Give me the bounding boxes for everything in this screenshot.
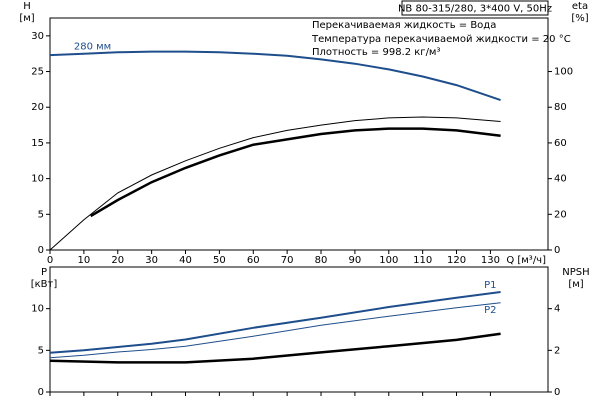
y2-axis-unit: [м] — [568, 279, 583, 290]
info-text: Температура перекачиваемой жидкости = 20… — [311, 34, 571, 45]
y-tick-label: 15 — [31, 138, 44, 149]
y-tick-label: 20 — [31, 102, 44, 113]
x-tick-label: 0 — [47, 255, 53, 266]
model-box — [401, 0, 549, 16]
series-line — [49, 116, 501, 251]
y-tick-label: 25 — [31, 67, 44, 78]
y2-tick-label: 20 — [554, 209, 567, 220]
series-label: P2 — [484, 305, 496, 316]
y-axis-unit: [кВт] — [31, 279, 58, 290]
y2-tick-label: 80 — [554, 102, 567, 113]
y2-tick-label: 40 — [554, 174, 567, 185]
series-label: P1 — [484, 280, 496, 291]
plot-frame — [49, 17, 549, 251]
y-tick-label: 10 — [31, 304, 44, 315]
x-tick-label: 100 — [379, 255, 398, 266]
x-axis-label: Q [м³/ч] — [506, 255, 546, 266]
y2-axis-label: NPSH — [562, 267, 589, 278]
y-tick-label: 5 — [38, 209, 44, 220]
y-axis-label: H — [23, 1, 31, 12]
series-line — [49, 291, 501, 354]
y2-tick-label: 0 — [554, 387, 560, 398]
x-tick-label: 70 — [281, 255, 294, 266]
y-tick-label: 0 — [38, 245, 44, 256]
y-tick-label: 10 — [31, 174, 44, 185]
x-tick-label: 110 — [413, 255, 432, 266]
plot-frame — [49, 266, 549, 393]
y2-tick-label: 4 — [554, 304, 560, 315]
x-tick-label: 40 — [179, 255, 192, 266]
y2-axis-unit: [%] — [571, 13, 588, 24]
info-text: Перекачиваемая жидкость = Вода — [312, 20, 496, 31]
chart-title: NB 80-315/280, 3*400 V, 50Hz — [398, 4, 552, 15]
y-axis-unit: [м] — [19, 13, 34, 24]
series-line — [49, 332, 501, 364]
x-tick-label: 50 — [213, 255, 226, 266]
y-tick-label: 30 — [31, 31, 44, 42]
x-tick-label: 10 — [78, 255, 91, 266]
series-line — [49, 302, 501, 359]
x-tick-label: 90 — [349, 255, 362, 266]
series-line — [90, 127, 501, 218]
x-tick-label: 20 — [111, 255, 124, 266]
series-label: 280 мм — [74, 42, 111, 53]
y-tick-label: 5 — [38, 345, 44, 356]
series-line — [49, 50, 501, 102]
y-tick-label: 0 — [38, 387, 44, 398]
x-tick-label: 30 — [145, 255, 158, 266]
y2-tick-label: 0 — [554, 245, 560, 256]
x-tick-label: 80 — [315, 255, 328, 266]
y2-tick-label: 60 — [554, 138, 567, 149]
x-tick-label: 120 — [447, 255, 466, 266]
y-axis-label: P — [41, 267, 47, 278]
y2-axis-label: eta — [572, 1, 588, 12]
y2-tick-label: 100 — [554, 67, 573, 78]
x-tick-label: 60 — [247, 255, 260, 266]
x-tick-label: 130 — [481, 255, 500, 266]
y2-tick-label: 2 — [554, 345, 560, 356]
info-text: Плотность = 998.2 кг/м³ — [312, 47, 441, 58]
